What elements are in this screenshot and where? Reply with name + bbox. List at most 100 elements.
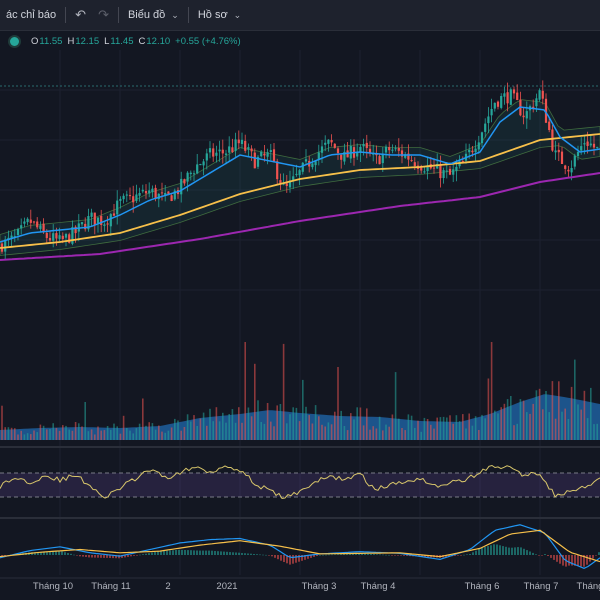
volume-pane[interactable] <box>0 342 600 440</box>
candle-body <box>116 200 119 215</box>
candle-body <box>80 222 84 225</box>
volume-bar <box>110 429 112 440</box>
candle-body <box>407 153 410 160</box>
volume-bar <box>398 418 400 440</box>
candle-body <box>244 140 247 151</box>
candle-body <box>234 139 237 151</box>
candle-body <box>362 144 365 147</box>
redo-button[interactable]: ↷ <box>92 0 115 30</box>
volume-bar <box>161 431 163 440</box>
macd-histogram-bar <box>385 554 387 556</box>
candle-body <box>413 162 416 166</box>
macd-histogram-bar <box>298 555 300 562</box>
macd-histogram-bar <box>193 550 195 555</box>
volume-bar <box>36 432 38 440</box>
volume-bar <box>119 433 122 440</box>
undo-button[interactable]: ↶ <box>69 0 92 30</box>
chart-menu-button[interactable]: Biểu đồ ⌄ <box>122 0 185 30</box>
macd-histogram-bar <box>202 550 204 555</box>
volume-bar <box>279 404 282 440</box>
status-dot-icon[interactable] <box>10 36 19 46</box>
volume-bar <box>215 407 218 440</box>
price-pane[interactable] <box>0 80 600 261</box>
macd-pane[interactable] <box>0 524 600 569</box>
candle-body <box>256 156 260 167</box>
volume-bar <box>295 407 298 440</box>
volume-bar <box>190 421 192 440</box>
candle-body <box>93 212 96 225</box>
candle-body <box>333 143 336 148</box>
volume-bar <box>196 426 198 440</box>
candle-body <box>596 146 599 148</box>
macd-histogram-bar <box>313 555 315 557</box>
macd-histogram-bar <box>361 553 363 555</box>
volume-bar <box>548 412 550 440</box>
macd-histogram-bar <box>382 554 384 556</box>
volume-bar <box>244 342 246 440</box>
macd-histogram-bar <box>460 555 462 556</box>
candle-body <box>29 219 32 223</box>
pane-separators[interactable] <box>0 446 600 579</box>
volume-bar <box>263 423 266 440</box>
volume-bar <box>266 403 269 440</box>
close-key: C <box>138 35 146 47</box>
volume-bar <box>404 430 406 440</box>
macd-histogram-bar <box>256 554 258 555</box>
candle-body <box>71 227 74 244</box>
volume-bar <box>298 421 301 440</box>
volume-bar <box>407 414 410 440</box>
candle-body <box>340 154 343 160</box>
volume-bar <box>417 420 419 440</box>
volume-bar <box>590 387 592 440</box>
macd-histogram-bar <box>337 554 339 555</box>
macd-histogram-bar <box>535 554 537 555</box>
volume-bar <box>449 415 451 440</box>
volume-bar <box>206 425 208 440</box>
candle-body <box>535 98 538 107</box>
volume-bar <box>350 413 352 440</box>
macd-signal-line <box>0 529 600 563</box>
volume-bar <box>68 429 70 440</box>
macd-histogram-bar <box>583 555 585 567</box>
macd-histogram-bar <box>253 554 255 555</box>
macd-histogram-bar <box>184 550 186 555</box>
candle-body <box>538 90 541 100</box>
volume-bar <box>577 404 579 440</box>
macd-histogram-bar <box>190 550 192 555</box>
volume-bar <box>177 420 179 440</box>
candle-body <box>279 180 282 184</box>
volume-bar <box>574 359 576 440</box>
macd-histogram-bar <box>481 547 483 555</box>
macd-histogram-bar <box>118 555 120 559</box>
macd-histogram-bar <box>574 555 576 566</box>
volume-bar <box>410 415 413 440</box>
volume-bar <box>113 423 115 440</box>
volume-bar <box>455 415 458 440</box>
volume-bar <box>138 423 141 440</box>
rsi-pane[interactable] <box>0 464 600 500</box>
profile-menu-button[interactable]: Hồ sơ ⌄ <box>192 0 247 30</box>
candle-body <box>253 152 256 169</box>
volume-bar <box>49 429 51 440</box>
volume-bar <box>567 419 570 440</box>
volume-bar <box>442 416 445 440</box>
candle-body <box>541 90 544 99</box>
volume-bar <box>420 431 422 440</box>
volume-bar <box>500 407 502 440</box>
volume-bar <box>254 363 256 440</box>
volume-bar <box>391 414 394 440</box>
indicators-button[interactable]: ác chỉ báo <box>0 0 62 30</box>
macd-histogram-bar <box>370 554 372 555</box>
macd-histogram-bar <box>487 546 489 555</box>
macd-histogram-bar <box>100 555 102 558</box>
macd-histogram-bar <box>268 555 270 556</box>
candle-body <box>557 149 560 153</box>
volume-bar <box>583 390 586 440</box>
volume-bar <box>260 422 262 440</box>
macd-histogram-bar <box>43 551 45 555</box>
macd-histogram-bar <box>388 554 390 556</box>
macd-histogram-bar <box>73 554 75 556</box>
macd-histogram-bar <box>517 547 519 555</box>
macd-histogram-bar <box>91 555 93 558</box>
